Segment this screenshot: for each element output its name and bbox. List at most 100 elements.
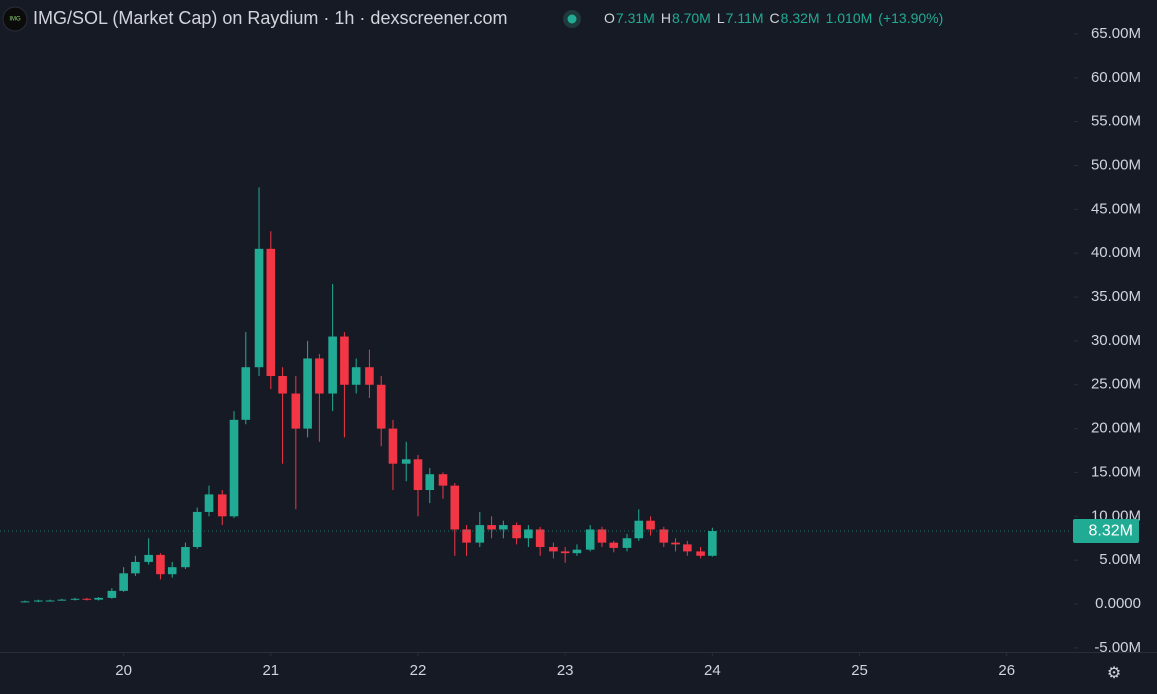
candle-body — [512, 525, 521, 539]
candle-body — [131, 561, 140, 574]
y-tick-label: 20.00M — [1091, 420, 1141, 437]
y-tick-label: 25.00M — [1091, 376, 1141, 393]
readout-label: C — [770, 10, 780, 26]
candle-body — [33, 600, 43, 602]
x-tick-label: 25 — [851, 662, 868, 679]
readout-volume: 1.010M — [826, 10, 873, 26]
candle-body — [696, 551, 705, 556]
candle-body — [303, 358, 312, 429]
candle-body — [241, 367, 251, 420]
candle-body — [229, 419, 239, 517]
x-tick-label: 24 — [704, 662, 721, 679]
y-tick-label: 15.00M — [1091, 463, 1141, 480]
readout-value: 7.11M — [726, 10, 764, 26]
candle-body — [646, 520, 655, 530]
candle-body — [20, 601, 30, 603]
y-tick-label: -5.00M — [1094, 639, 1141, 656]
readout-label: H — [661, 10, 671, 26]
candle-body — [597, 529, 607, 543]
logo-text: IMG — [9, 17, 21, 23]
logo — [2, 6, 28, 32]
candle-body — [340, 336, 349, 385]
candle-body — [217, 494, 227, 517]
candle-body — [70, 598, 80, 600]
candle-body — [156, 554, 165, 575]
candle-body — [659, 529, 669, 543]
y-tick-label: 5.00M — [1099, 551, 1141, 568]
candle-body — [549, 547, 558, 552]
candle-body — [351, 367, 361, 385]
candle-body — [107, 590, 117, 598]
candle-body — [634, 520, 644, 539]
candle-body — [671, 542, 680, 545]
readout-label: O — [604, 10, 615, 26]
candle-body — [438, 474, 448, 486]
candle-body — [365, 367, 374, 385]
candle-body — [499, 525, 508, 530]
candle-body — [144, 554, 153, 562]
candle-body — [94, 597, 103, 600]
x-tick-label: 23 — [557, 662, 574, 679]
candle-body — [388, 428, 398, 464]
y-tick-label: 45.00M — [1091, 200, 1141, 217]
candle-body — [413, 459, 423, 491]
status-dot — [567, 14, 577, 24]
candle-body — [622, 538, 632, 548]
candle-body — [609, 542, 619, 548]
candle-body — [401, 459, 411, 464]
x-tick-label: 21 — [262, 662, 279, 679]
candle-body — [560, 551, 570, 554]
y-tick-label: 55.00M — [1091, 113, 1141, 130]
y-tick-label: 35.00M — [1091, 288, 1141, 305]
readout-value: 8.32M — [781, 10, 820, 26]
candle-body — [376, 384, 386, 429]
candle-body — [535, 529, 545, 548]
candle-body — [487, 525, 496, 530]
y-tick-label: 65.00M — [1091, 25, 1141, 42]
y-tick-label: 50.00M — [1091, 156, 1141, 173]
candle-body — [585, 529, 595, 550]
settings-icon[interactable]: ⚙ — [1107, 665, 1121, 682]
x-tick-label: 22 — [410, 662, 427, 679]
candle-body — [450, 485, 460, 530]
readout-value: 8.70M — [672, 10, 711, 26]
y-tick-label: 0.0000 — [1095, 595, 1141, 612]
candle-body — [291, 393, 301, 429]
candle-body — [57, 599, 67, 601]
candle-body — [266, 248, 276, 376]
candle-body — [708, 531, 717, 556]
candle-body — [254, 248, 264, 368]
readout-text: O7.31M H8.70M L7.11M C8.32M 1.010M (+13.90%) — [604, 10, 943, 26]
readout-value: 7.31M — [616, 10, 655, 26]
candle-body — [181, 547, 190, 568]
candle-body — [475, 525, 485, 543]
x-tick-label: 26 — [998, 662, 1015, 679]
candle-body — [328, 336, 337, 394]
chart-title: IMG/SOL (Market Cap) on Raydium · 1h · d… — [33, 8, 508, 28]
candle-body — [192, 511, 202, 548]
y-tick-label: 30.00M — [1091, 332, 1141, 349]
readout-change: (+13.90%) — [878, 10, 943, 26]
candle-body — [425, 474, 435, 491]
candle-body — [82, 598, 92, 600]
readout: O7.31M H8.70M L7.11M C8.32M 1.010M (+13.90%) — [604, 10, 943, 26]
last-price-label: 8.32M — [1089, 522, 1133, 539]
y-tick-label: 40.00M — [1091, 244, 1141, 261]
last-price-tag — [1073, 519, 1139, 544]
y-tick-label: 60.00M — [1091, 69, 1141, 86]
candle-body — [683, 544, 692, 552]
candle-body — [167, 567, 177, 575]
candle-body — [119, 573, 128, 591]
x-tick-label: 20 — [115, 662, 132, 679]
candle-body — [462, 529, 471, 543]
readout-label: L — [717, 10, 725, 26]
candle-body — [278, 375, 287, 394]
candle-body — [524, 529, 533, 539]
candle-body — [572, 549, 582, 554]
candle-body — [204, 494, 214, 512]
candle-body — [315, 358, 324, 394]
candle-body — [45, 600, 55, 602]
